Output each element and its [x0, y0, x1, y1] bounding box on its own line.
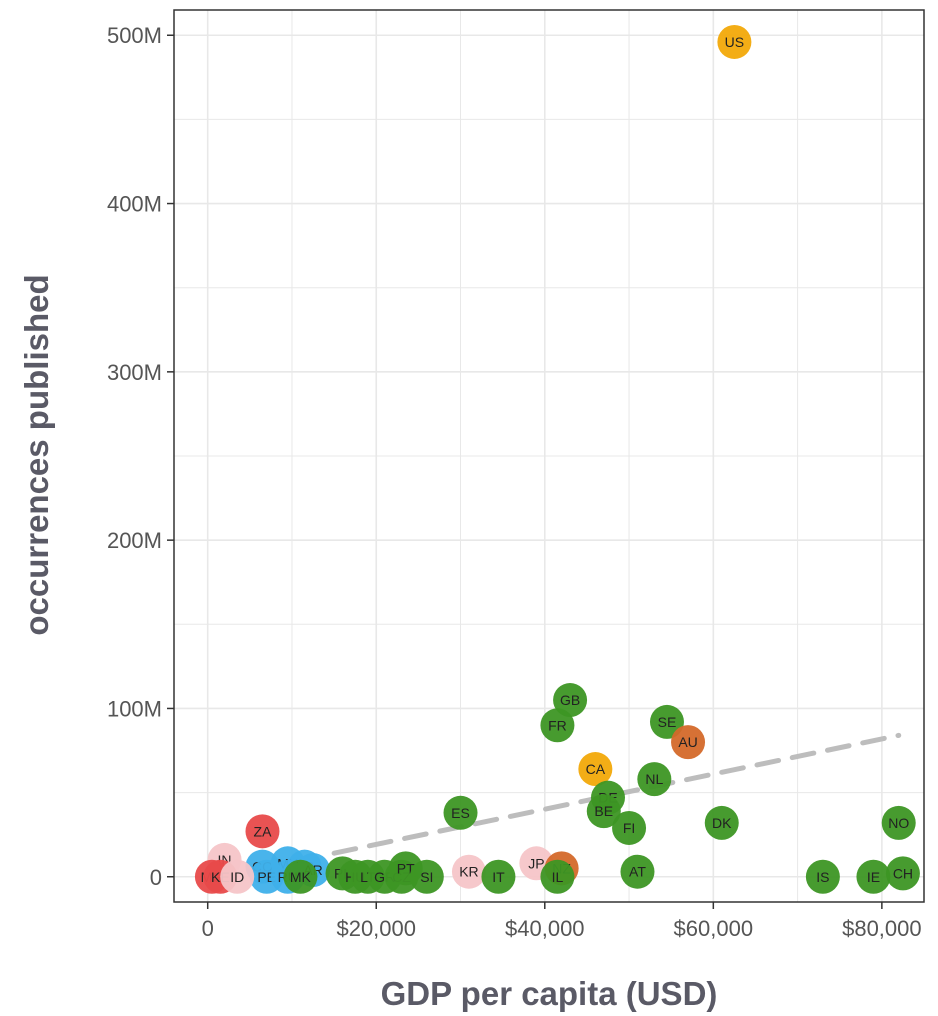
point-marker [612, 810, 647, 845]
x-axis-ticks: 0 $20,000 $40,000 $60,000 $80,000 [202, 902, 922, 941]
point-kr: KR [451, 854, 486, 889]
x-axis-title: GDP per capita (USD) [381, 975, 718, 1012]
point-marker [540, 708, 575, 743]
point-marker [881, 805, 916, 840]
point-label: AT [629, 864, 646, 880]
y-tick-label: 100M [107, 696, 162, 721]
point-at: AT [620, 854, 655, 889]
point-label: JP [528, 855, 544, 871]
y-tick-label: 300M [107, 360, 162, 385]
point-il: IL [540, 859, 575, 894]
point-marker [409, 859, 444, 894]
point-no: NO [881, 805, 916, 840]
point-fi: FI [612, 810, 647, 845]
y-axis-title: occurrences published [18, 274, 55, 635]
point-fr: FR [540, 708, 575, 743]
point-label: FR [548, 717, 567, 733]
point-marker [578, 752, 613, 787]
point-it: IT [481, 859, 516, 894]
point-marker [443, 795, 478, 830]
point-marker [805, 859, 840, 894]
point-label: SE [658, 714, 677, 730]
point-label: ES [451, 805, 470, 821]
point-ca: CA [578, 752, 613, 787]
y-axis-ticks: 0 100M 200M 300M 400M 500M [107, 23, 174, 890]
point-ie: IE [856, 859, 891, 894]
point-marker [481, 859, 516, 894]
point-label: BE [594, 803, 613, 819]
point-label: GB [560, 692, 580, 708]
point-marker [704, 805, 739, 840]
point-is: IS [805, 859, 840, 894]
point-label: CH [893, 865, 913, 881]
point-marker [671, 725, 706, 760]
point-za: ZA [245, 814, 280, 849]
point-es: ES [443, 795, 478, 830]
point-marker [245, 814, 280, 849]
x-tick-label: 0 [202, 916, 214, 941]
x-tick-label: $40,000 [505, 916, 585, 941]
point-label: IS [816, 869, 829, 885]
point-au: AU [671, 725, 706, 760]
point-mk: MK [283, 859, 318, 894]
point-marker [283, 859, 318, 894]
point-dk: DK [704, 805, 739, 840]
point-label: IT [492, 869, 505, 885]
plot-frame [173, 9, 925, 903]
point-si: SI [409, 859, 444, 894]
point-marker [856, 859, 891, 894]
point-marker [553, 683, 588, 718]
point-marker [540, 859, 575, 894]
point-marker [220, 859, 255, 894]
point-se: SE [649, 704, 684, 739]
y-tick-label: 200M [107, 528, 162, 553]
point-label: ZA [254, 823, 273, 839]
x-tick-label: $20,000 [336, 916, 416, 941]
point-label: US [725, 34, 744, 50]
data-points: USGBFRSEAUCANLDEBEFIDKNOESZAINCOMXBRARPE… [194, 24, 920, 894]
point-label: IE [867, 869, 880, 885]
point-label: IL [552, 869, 564, 885]
x-tick-label: $60,000 [674, 916, 754, 941]
point-label: FI [623, 820, 635, 836]
point-ch: CH [885, 856, 920, 891]
point-gb: GB [553, 683, 588, 718]
point-marker [885, 856, 920, 891]
point-label: KR [459, 864, 478, 880]
point-marker [637, 762, 672, 797]
point-label: CA [586, 761, 606, 777]
point-label: NO [888, 815, 909, 831]
point-id: ID [220, 859, 255, 894]
point-nl: NL [637, 762, 672, 797]
y-tick-label: 500M [107, 23, 162, 48]
point-be: BE [586, 794, 621, 829]
point-marker [620, 854, 655, 889]
y-tick-label: 400M [107, 192, 162, 217]
point-label: DK [712, 815, 732, 831]
point-label: NL [645, 771, 663, 787]
point-label: MK [290, 869, 312, 885]
point-marker [717, 24, 752, 59]
y-tick-label: 0 [150, 865, 162, 890]
x-tick-label: $80,000 [842, 916, 922, 941]
point-us: US [717, 24, 752, 59]
point-marker [451, 854, 486, 889]
point-label: ID [230, 869, 244, 885]
point-marker [649, 704, 684, 739]
point-marker [586, 794, 621, 829]
point-label: SI [420, 869, 433, 885]
point-label: AU [678, 734, 697, 750]
